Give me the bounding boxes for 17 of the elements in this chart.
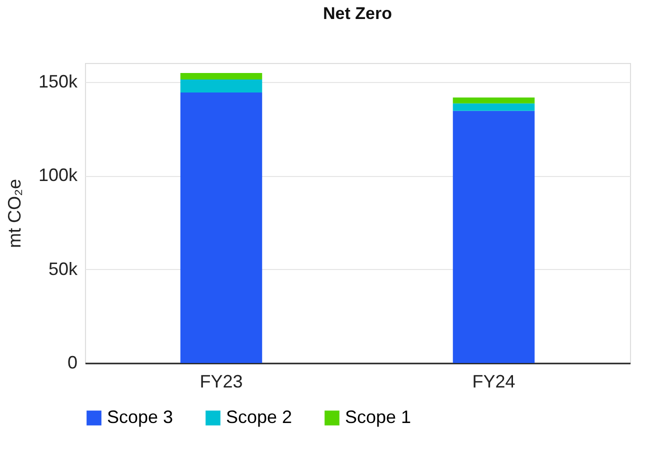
bar	[180, 72, 262, 80]
bar	[180, 80, 262, 92]
y-tick-label: 50k	[48, 258, 78, 279]
y-axis-title: mt CO₂e	[4, 179, 24, 248]
chart-title: Net Zero	[323, 4, 392, 23]
legend-label: Scope 1	[345, 407, 412, 427]
bar	[452, 103, 535, 111]
y-tick-label: 0	[67, 352, 78, 372]
y-tick-label: 100k	[38, 165, 78, 185]
bar	[180, 92, 262, 363]
x-tick-label: FY23	[200, 372, 243, 392]
x-tick-label: FY24	[472, 372, 516, 392]
legend-label: Scope 3	[107, 407, 174, 427]
legend-label: Scope 2	[226, 407, 292, 427]
y-tick-label: 150k	[38, 71, 78, 92]
bar	[452, 98, 535, 104]
bar	[452, 110, 535, 363]
